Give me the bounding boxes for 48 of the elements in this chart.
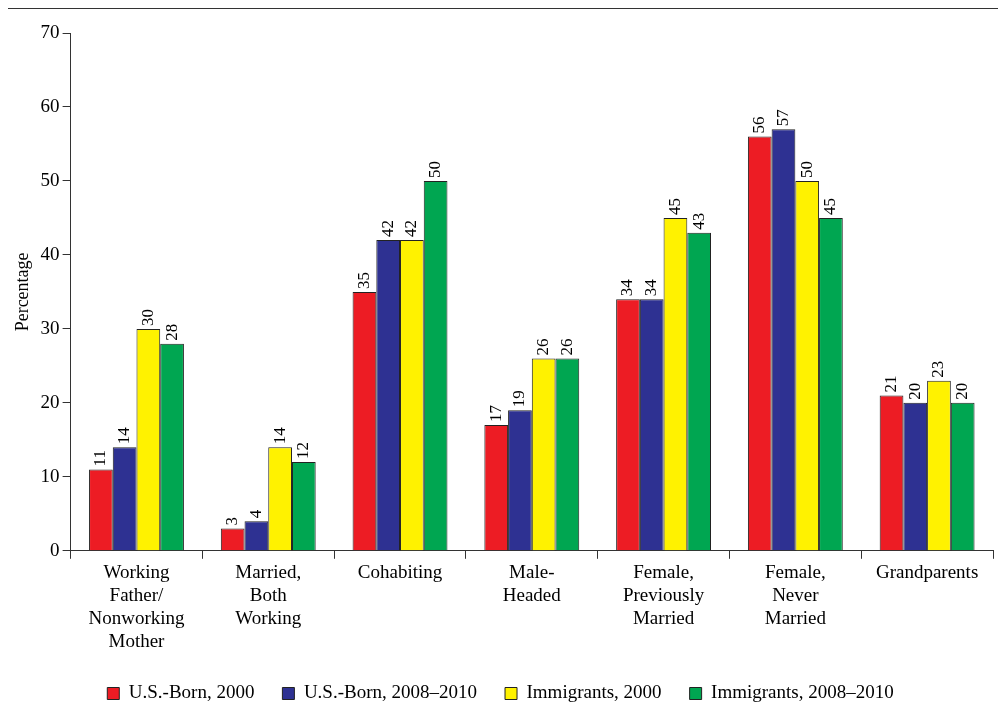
data-label: 23 — [928, 360, 948, 378]
y-tick-label: 60 — [40, 94, 60, 116]
data-label: 4 — [245, 509, 265, 519]
data-label: 57 — [772, 108, 792, 127]
data-label: 45 — [820, 197, 840, 215]
data-label: 17 — [485, 404, 505, 423]
data-label: 50 — [796, 160, 816, 178]
y-tick-label: 10 — [40, 464, 60, 486]
data-label: 34 — [641, 278, 661, 297]
data-label: 35 — [353, 271, 373, 289]
y-tick-label: 40 — [40, 242, 60, 264]
data-label: 3 — [222, 517, 242, 526]
x-tick-label: Grandparents — [875, 561, 979, 583]
data-label: 14 — [269, 426, 289, 445]
data-label: 26 — [533, 338, 553, 356]
y-tick-label: 20 — [40, 390, 60, 412]
legend-label: Immigrants, 2008–2010 — [711, 681, 894, 703]
data-label: 42 — [377, 220, 397, 238]
data-label: 34 — [617, 278, 637, 297]
y-tick-label: 50 — [40, 168, 60, 190]
x-tick-label: Working Father/ Nonworking Mother — [88, 561, 185, 651]
x-tick-label: Female, Never Married — [764, 561, 827, 628]
data-label: 20 — [904, 382, 924, 400]
legend-label: Immigrants, 2000 — [526, 681, 662, 703]
data-label: 26 — [556, 338, 576, 356]
x-tick-label: Female, Previously Married — [622, 561, 705, 628]
data-label: 30 — [137, 308, 157, 326]
data-label: 43 — [688, 212, 708, 230]
data-label: 12 — [293, 442, 313, 460]
x-tick-label: Male- Headed — [502, 561, 562, 605]
x-tick-label: Married, Both Working — [235, 561, 302, 628]
data-label: 20 — [952, 382, 972, 400]
y-tick-label: 70 — [40, 20, 60, 42]
data-label: 14 — [114, 426, 134, 445]
data-label: 11 — [90, 450, 110, 467]
data-label: 56 — [749, 116, 769, 134]
data-label: 50 — [425, 160, 445, 178]
y-tick-label: 0 — [50, 538, 60, 560]
data-label: 42 — [401, 220, 421, 238]
data-label: 21 — [881, 375, 900, 393]
y-axis-title: Percentage — [11, 252, 32, 332]
data-label: 45 — [664, 197, 684, 215]
data-label: 28 — [161, 323, 181, 341]
legend-label: U.S.-Born, 2000 — [128, 681, 255, 703]
x-tick-label: Cohabiting — [357, 561, 443, 583]
legend-label: U.S.-Born, 2008–2010 — [303, 681, 478, 703]
data-label: 19 — [509, 390, 529, 408]
y-tick-label: 30 — [40, 316, 60, 338]
